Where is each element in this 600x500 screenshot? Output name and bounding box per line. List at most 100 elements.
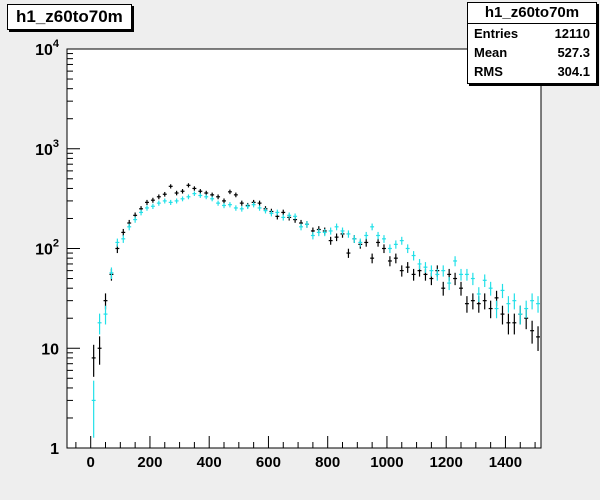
data-point — [512, 293, 517, 310]
x-tick-label: 1000 — [370, 454, 403, 471]
data-point — [405, 262, 410, 273]
data-point — [216, 194, 221, 200]
data-point — [91, 344, 96, 377]
x-tick-label: 1400 — [489, 454, 522, 471]
data-point — [222, 198, 226, 204]
data-point — [482, 293, 487, 310]
data-point — [162, 191, 167, 197]
data-point — [453, 256, 458, 267]
x-tick-label: 0 — [87, 454, 95, 471]
x-tick-label: 1200 — [430, 454, 463, 471]
data-point — [411, 268, 416, 281]
data-point — [530, 293, 535, 310]
stats-box: h1_z60to70m Entries 12110 Mean 527.3 RMS… — [467, 2, 597, 84]
data-point — [210, 196, 215, 202]
data-point — [453, 272, 458, 286]
data-point — [150, 197, 155, 203]
data-point — [245, 203, 250, 210]
data-point — [482, 274, 487, 288]
data-point — [364, 231, 369, 240]
data-point — [222, 202, 226, 209]
data-point — [346, 230, 351, 238]
data-point — [506, 296, 511, 313]
data-point — [227, 189, 232, 195]
data-point — [192, 191, 197, 196]
y-tick-base: 10 — [35, 142, 53, 159]
data-point — [281, 209, 286, 216]
data-point — [328, 227, 333, 235]
stats-rms-label: RMS — [474, 64, 503, 79]
data-point — [328, 236, 333, 245]
data-point — [287, 212, 292, 219]
y-tick-exponent: 4 — [53, 38, 60, 50]
data-point — [459, 281, 463, 296]
stats-entries-label: Entries — [474, 26, 519, 41]
data-point — [293, 213, 298, 220]
histogram-title: h1_z60to70m — [7, 4, 132, 30]
stats-row-mean: Mean 527.3 — [468, 43, 596, 62]
data-point — [399, 265, 404, 277]
data-point — [429, 265, 434, 277]
stats-mean-value: 527.3 — [557, 45, 590, 60]
data-point — [168, 199, 173, 205]
data-point — [174, 190, 179, 196]
data-point — [512, 313, 517, 335]
data-point — [358, 238, 363, 247]
x-tick-label: 400 — [197, 454, 222, 471]
data-point — [376, 238, 381, 247]
data-point — [382, 244, 386, 254]
data-point — [376, 231, 381, 240]
data-point — [133, 216, 138, 223]
data-point — [464, 296, 469, 313]
data-point — [269, 210, 274, 217]
y-tick-exponent: 3 — [53, 138, 59, 150]
data-point — [216, 200, 221, 206]
data-point — [494, 300, 499, 319]
data-point — [334, 233, 339, 242]
data-point — [233, 192, 238, 198]
data-point — [156, 194, 161, 200]
data-point — [139, 209, 144, 216]
data-point — [281, 214, 286, 221]
y-tick-label: 103 — [35, 138, 59, 159]
y-tick-label: 1 — [50, 441, 59, 458]
data-point — [488, 300, 493, 319]
data-point — [506, 313, 511, 335]
data-point — [370, 253, 375, 264]
data-point — [198, 189, 203, 194]
data-point — [530, 320, 535, 344]
y-tick-label: 10 — [41, 341, 59, 358]
y-tick-exponent: 2 — [53, 238, 59, 250]
x-tick-label: 800 — [315, 454, 340, 471]
data-point — [109, 267, 114, 280]
data-point — [239, 206, 244, 212]
data-point — [476, 287, 481, 303]
data-point — [174, 198, 179, 204]
data-point — [180, 189, 185, 194]
data-point — [150, 203, 155, 210]
data-point — [488, 281, 493, 296]
y-tick-base: 10 — [35, 42, 53, 59]
y-tick-base: 10 — [35, 242, 53, 259]
data-point — [536, 326, 540, 351]
data-point — [387, 256, 392, 267]
data-point — [162, 198, 167, 204]
stats-title: h1_z60to70m — [468, 3, 596, 24]
data-point — [382, 235, 386, 243]
data-point — [121, 228, 126, 237]
data-point — [168, 184, 173, 189]
y-tick-label: 102 — [35, 238, 59, 259]
data-point — [470, 272, 475, 286]
data-point — [340, 227, 345, 235]
data-point — [441, 265, 446, 277]
data-point — [447, 277, 452, 291]
data-point — [198, 193, 203, 198]
data-point — [103, 305, 108, 325]
data-point — [518, 305, 523, 325]
data-point — [459, 268, 463, 281]
data-point — [227, 202, 232, 208]
data-point — [346, 248, 351, 258]
data-point — [186, 194, 191, 200]
